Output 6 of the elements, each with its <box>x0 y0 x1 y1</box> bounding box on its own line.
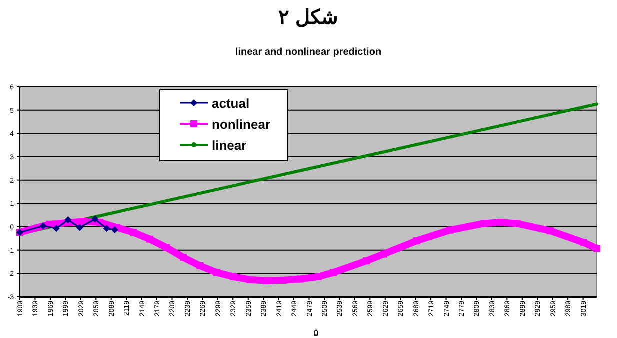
legend-label: linear <box>212 138 247 153</box>
text: ۵ <box>314 328 318 338</box>
legend-label: nonlinear <box>212 117 271 132</box>
chart-subtitle: linear and nonlinear prediction <box>235 47 382 58</box>
legend-label: actual <box>212 96 250 111</box>
chart-title: شکل ۲ <box>278 7 338 29</box>
